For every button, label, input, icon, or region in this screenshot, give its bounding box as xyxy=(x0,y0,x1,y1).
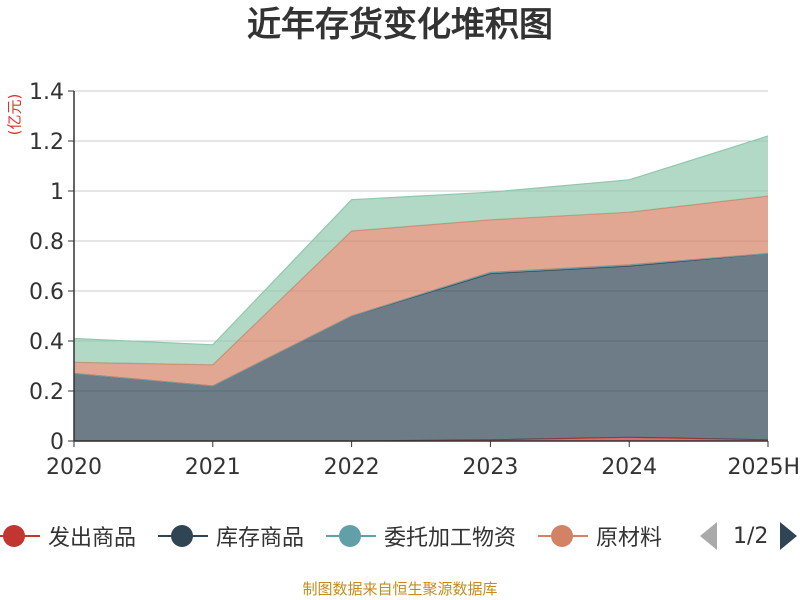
legend-marker-icon xyxy=(538,520,589,552)
legend-item[interactable]: 发出商品 xyxy=(0,520,136,552)
legend-label: 委托加工物资 xyxy=(384,526,517,551)
x-tick-labels: 2020 2021 2022 2023 2024 2025H xyxy=(46,441,800,480)
chart-title: 近年存货变化堆积图 xyxy=(247,5,553,45)
y-tick-label: 0 xyxy=(50,430,64,455)
legend-label: 发出商品 xyxy=(48,526,137,551)
series-area-3 xyxy=(74,196,768,386)
stacked-area-chart: 00.20.40.60.811.21.4 2020 2021 2022 2023 202… xyxy=(29,80,800,480)
legend-marker-icon xyxy=(158,520,209,552)
x-tick-label: 2021 xyxy=(185,455,241,480)
series-line-4 xyxy=(73,135,769,346)
y-tick-label: 0.8 xyxy=(29,230,64,255)
source-note: 制图数据来自恒生聚源数据库 xyxy=(302,580,498,598)
y-tick-label: 1.4 xyxy=(29,80,64,105)
series-area-1 xyxy=(74,253,768,441)
y-tick-label: 0.4 xyxy=(29,330,64,355)
legend-marker-icon xyxy=(326,520,377,552)
series-areas xyxy=(73,135,769,442)
legend-label: 原材料 xyxy=(596,526,663,551)
y-tick-label: 1 xyxy=(50,180,64,205)
x-tick-label: 2022 xyxy=(324,455,380,480)
x-tick-label: 2023 xyxy=(462,455,518,480)
legend-item[interactable]: 库存商品 xyxy=(158,520,304,552)
legend-item[interactable]: 委托加工物资 xyxy=(326,520,516,552)
series-area-4 xyxy=(74,136,768,365)
y-tick-label: 1.2 xyxy=(29,130,64,155)
legend-pager: 1/2 xyxy=(700,520,798,552)
legend-page-number: 1/2 xyxy=(733,523,769,549)
axes xyxy=(73,91,768,442)
legend-items: 发出商品 库存商品 委托加工物资 原材料 xyxy=(0,514,684,558)
legend-marker-icon xyxy=(0,520,40,552)
x-tick-label: 2025H xyxy=(727,455,800,480)
legend-next-icon[interactable] xyxy=(780,522,798,550)
x-tick-label: 2020 xyxy=(46,455,102,480)
y-tick-label: 0.2 xyxy=(29,380,64,405)
y-tick-labels: 0 0.2 0.4 0.6 0.8 1 1.2 1.4 xyxy=(29,80,74,455)
legend-prev-icon[interactable] xyxy=(700,522,717,550)
legend: 发出商品 库存商品 委托加工物资 原材料 1/2 xyxy=(0,514,800,558)
legend-label: 库存商品 xyxy=(216,526,305,551)
x-tick-label: 2024 xyxy=(601,455,657,480)
y-tick-label: 0.6 xyxy=(29,280,64,305)
legend-item[interactable]: 原材料 xyxy=(538,520,662,552)
